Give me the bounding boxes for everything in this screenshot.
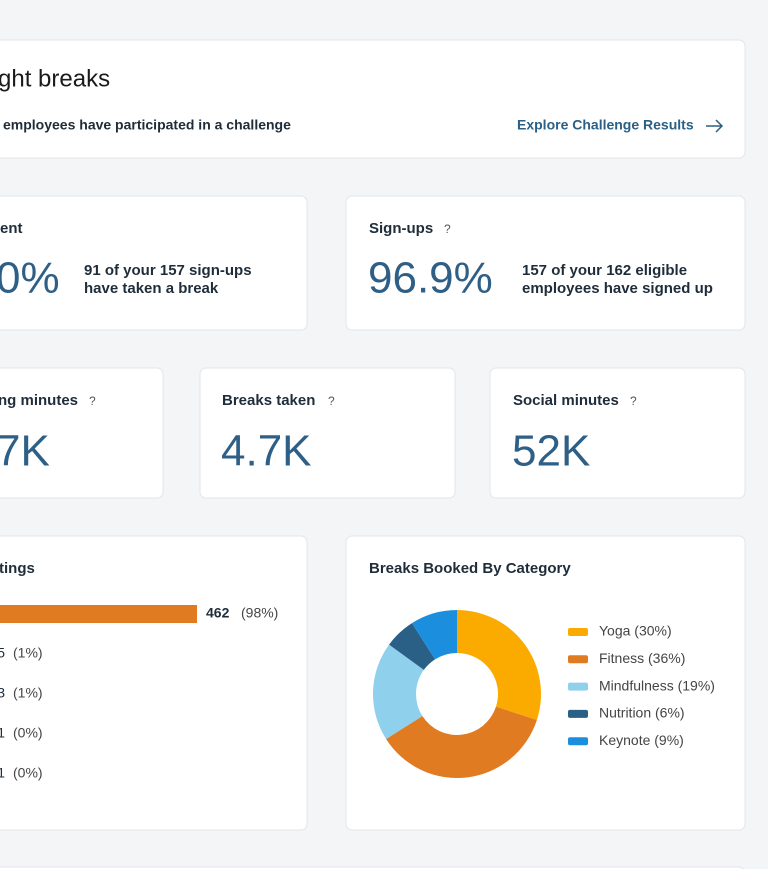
help-icon[interactable]: ? [444,222,451,236]
donut-slice [411,610,457,660]
metric-card [0,367,164,499]
legend-swatch [568,655,588,664]
donut-slice [373,644,424,740]
help-icon[interactable]: ? [89,394,96,408]
rating-pct: (0%) [13,725,43,741]
rating-count: 3 [0,685,5,701]
legend-label: Yoga (30%) [599,623,672,639]
legend-swatch [568,628,588,636]
logo: ght breaks [0,65,110,92]
rating-pct: (0%) [13,765,43,781]
donut-slice [389,623,436,670]
help-icon[interactable]: ? [630,394,637,408]
donut-slice [457,610,541,720]
stat-value: 7K [0,427,50,476]
signups-card [345,195,746,331]
arrow-icon [706,119,724,133]
rating-count: 462 [206,605,230,621]
stat-desc: 157 of your 162 eligible [522,262,687,279]
card-title: tings [0,560,35,577]
rating-count: 1 [0,725,5,741]
legend-swatch [568,737,588,746]
header-card [0,39,746,159]
donut-slice [386,706,537,778]
card-title: Sign-ups [369,220,433,237]
help-icon[interactable]: ? [328,394,335,408]
card-title: Breaks Booked By Category [369,560,571,577]
rating-pct: (1%) [13,685,43,701]
rating-count: 1 [0,765,5,781]
legend-label: Mindfulness (19%) [599,677,715,693]
engagement-card [0,195,308,331]
metric-card [489,367,746,499]
stat-desc: 91 of your 157 sign-ups [84,262,252,279]
rating-bar [0,605,197,623]
rating-pct: (1%) [13,645,43,661]
ratings-card [0,535,308,831]
stat-value: 0% [0,254,60,303]
legend-label: Keynote (9%) [599,732,684,748]
rating-pct: (98%) [241,605,278,621]
card-title: ent [0,220,23,237]
metric-card [199,367,456,499]
challenge-link[interactable]: Explore Challenge Results [517,117,694,133]
legend-label: Fitness (36%) [599,650,685,666]
stat-value: 96.9% [368,254,493,303]
stat-value: 4.7K [221,427,312,476]
card-title: Social minutes [513,392,619,409]
legend-swatch [568,709,588,718]
card-title: ng minutes [0,392,78,409]
rating-count: 5 [0,645,5,661]
header-subtitle: employees have participated in a challen… [3,117,291,133]
stat-desc: employees have signed up [522,280,713,297]
legend-swatch [568,682,588,691]
card-title: Breaks taken [222,392,315,409]
stat-desc: have taken a break [84,280,219,297]
legend-label: Nutrition (6%) [599,705,685,721]
stat-value: 52K [512,427,590,476]
